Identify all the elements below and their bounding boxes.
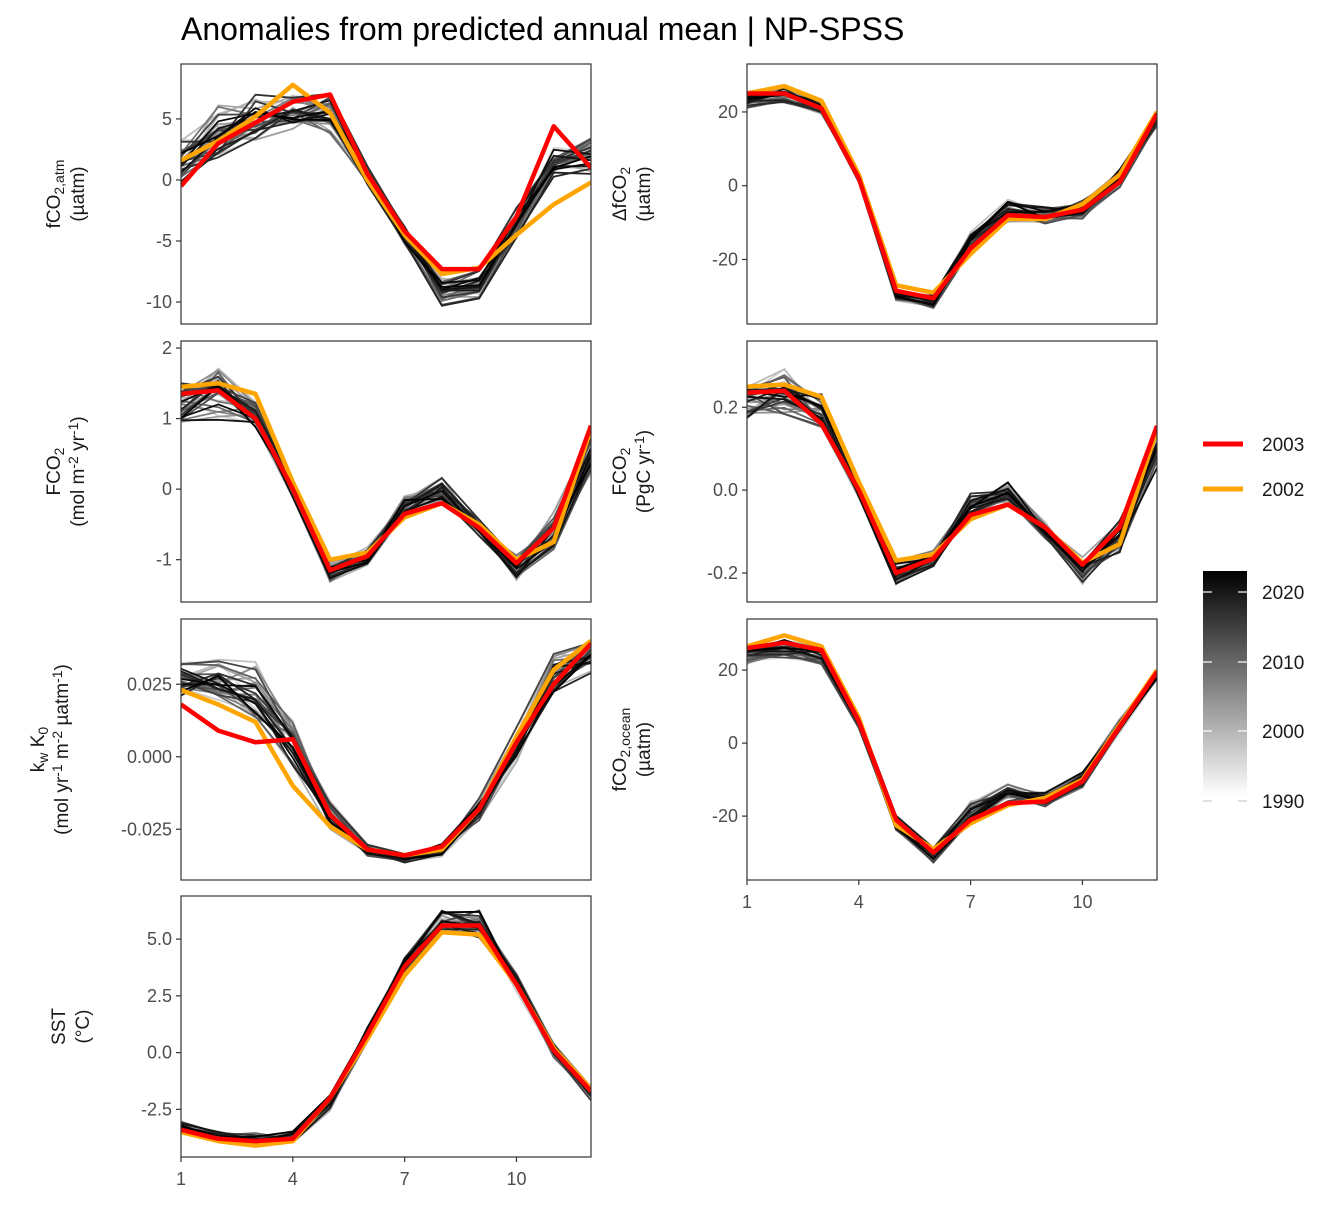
- y-tick-label: 0.025: [127, 674, 172, 694]
- x-tick-label: 7: [966, 892, 976, 912]
- chart-title: Anomalies from predicted annual mean | N…: [181, 11, 904, 47]
- y-axis-title: FCO2: [44, 447, 67, 495]
- panel-kw_k0: 0.025 0.000 -0.025 kw K0(mol yr-1 m-2 µatm-…: [28, 618, 592, 881]
- panel-border: [746, 63, 1158, 325]
- y-tick-label: 0.0: [147, 1043, 172, 1063]
- panel-fco2_pgc: 0.2 0.0 -0.2 FCO2 (PgC yr-1): [610, 340, 1158, 603]
- colorbar-tick-2000: 2000: [1262, 722, 1304, 743]
- y-tick-label: 0: [728, 733, 738, 753]
- y-axis-title: (mol m-2 yr-1): [65, 416, 89, 526]
- y-tick-label: -10: [146, 292, 172, 312]
- x-tick-label: 4: [854, 892, 864, 912]
- year-line: [747, 650, 1157, 864]
- x-tick-label: 4: [288, 1169, 298, 1189]
- y-tick-label: 0: [728, 176, 738, 196]
- x-tick-label: 1: [176, 1169, 186, 1189]
- y-tick-label: -0.025: [121, 819, 172, 839]
- series-line-2003: [747, 388, 1157, 576]
- panel-sst: 5.0 2.5 0.0 -2.5 1 4 7 10 SST (°C): [49, 895, 592, 1189]
- y-tick-label: -2.5: [141, 1099, 172, 1119]
- year-line: [747, 391, 1157, 573]
- series-line-2003: [181, 92, 591, 272]
- series-line-2003: [747, 91, 1157, 301]
- y-tick-label: 2: [162, 338, 172, 358]
- y-axis-title: (mol yr-1 m-2 µatm-1): [49, 664, 73, 835]
- x-tick-label: 1: [742, 892, 752, 912]
- series-line-2003: [181, 923, 591, 1144]
- y-tick-label: -0.2: [707, 563, 738, 583]
- panel-border: [180, 63, 592, 325]
- panel-fco2_flux: 2 1 0 -1 FCO2(mol m-2 yr-1): [44, 338, 592, 603]
- y-axis-title: (µatm): [68, 166, 89, 221]
- panel-border: [746, 618, 1158, 881]
- panel-background: [181, 896, 591, 1157]
- panel-fco2_ocean: 20 0 -20 1 4 7 10 fCO2,ocean (µatm): [610, 618, 1158, 912]
- y-axis-title: FCO2: [610, 447, 633, 495]
- colorbar-gradient: [1203, 571, 1247, 796]
- y-tick-label: -1: [156, 550, 172, 570]
- panel-background: [181, 619, 591, 880]
- y-tick-label: 5: [162, 109, 172, 129]
- y-axis-title: (µatm): [634, 722, 655, 777]
- legend-label-2002: 2002: [1262, 480, 1304, 501]
- y-tick-label: 20: [718, 102, 738, 122]
- x-tick-label: 10: [1072, 892, 1092, 912]
- y-tick-label: 0.000: [127, 747, 172, 767]
- y-tick-label: -5: [156, 231, 172, 251]
- series-line-2003: [747, 640, 1157, 855]
- panel-border: [180, 895, 592, 1158]
- legend-label-2003: 2003: [1262, 435, 1304, 456]
- y-axis-title: (PgC yr-1): [631, 430, 655, 513]
- panel-fco2_atm: 5 0 -5 -10 fCO2,atm (µatm): [44, 63, 592, 325]
- colorbar: 2020 2010 2000 1990: [1203, 571, 1304, 813]
- panel-border: [180, 340, 592, 603]
- y-tick-label: 0.0: [713, 480, 738, 500]
- y-axis-title: SST: [49, 1008, 70, 1045]
- x-tick-label: 10: [506, 1169, 526, 1189]
- y-axis-title: ΔfCO2: [610, 167, 633, 221]
- y-axis-title: (°C): [73, 1010, 94, 1044]
- y-tick-label: 1: [162, 409, 172, 429]
- series-line-2003: [181, 642, 591, 858]
- panel-border: [180, 618, 592, 881]
- y-axis-title: fCO2,atm: [44, 160, 67, 229]
- y-tick-label: 0.2: [713, 397, 738, 417]
- y-tick-label: 5.0: [147, 929, 172, 949]
- series-line-2003: [181, 388, 591, 573]
- x-tick-label: 7: [400, 1169, 410, 1189]
- colorbar-tick-1990: 1990: [1262, 792, 1304, 813]
- y-tick-label: 2.5: [147, 986, 172, 1006]
- y-tick-label: -20: [712, 806, 738, 826]
- panel-delta_fco2: 20 0 -20 ΔfCO2 (µatm): [610, 63, 1158, 325]
- y-axis-title: kw K0: [28, 727, 51, 773]
- y-tick-label: 20: [718, 660, 738, 680]
- y-tick-label: -20: [712, 249, 738, 269]
- y-axis-title: fCO2,ocean: [610, 708, 633, 792]
- panel-border: [746, 340, 1158, 603]
- colorbar-tick-2010: 2010: [1262, 653, 1304, 674]
- series-line-2002: [181, 82, 591, 277]
- colorbar-tick-2020: 2020: [1262, 583, 1304, 604]
- y-tick-label: 0: [162, 479, 172, 499]
- y-axis-title: (µatm): [634, 166, 655, 221]
- y-tick-label: 0: [162, 170, 172, 190]
- legend: 2003 2002: [1203, 435, 1304, 501]
